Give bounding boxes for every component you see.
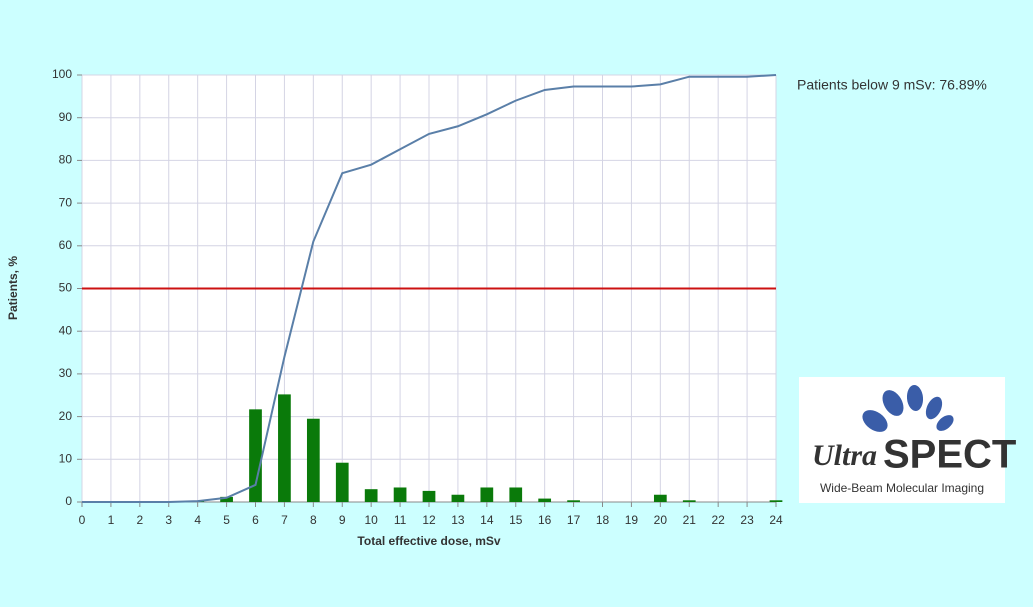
x-tick-label: 23 — [740, 513, 754, 527]
logo-box — [799, 377, 1005, 503]
x-tick-label: 4 — [194, 513, 201, 527]
x-tick-label: 2 — [136, 513, 143, 527]
bar — [769, 500, 783, 502]
y-axis-label: Patients, % — [6, 256, 20, 320]
x-tick-label: 5 — [223, 513, 230, 527]
x-tick-label: 7 — [281, 513, 288, 527]
x-tick-label: 14 — [480, 513, 494, 527]
x-tick-label: 11 — [394, 513, 407, 527]
x-tick-label: 0 — [79, 513, 86, 527]
y-tick-label: 40 — [59, 323, 73, 337]
bar — [364, 489, 378, 502]
y-tick-label: 20 — [59, 409, 73, 423]
y-tick-label: 60 — [59, 238, 73, 252]
x-tick-label: 10 — [364, 513, 378, 527]
x-tick-label: 20 — [654, 513, 668, 527]
x-tick-label: 6 — [252, 513, 259, 527]
x-tick-label: 8 — [310, 513, 317, 527]
x-tick-label: 19 — [625, 513, 639, 527]
logo-word2: SPECT — [883, 433, 1016, 477]
logo-ray — [906, 385, 924, 411]
x-tick-label: 3 — [165, 513, 172, 527]
bar — [567, 500, 580, 502]
y-tick-label: 50 — [59, 281, 73, 295]
x-tick-label: 18 — [596, 513, 610, 527]
x-tick-label: 15 — [509, 513, 523, 527]
bar — [393, 487, 407, 502]
y-tick-label: 30 — [59, 366, 73, 380]
y-tick-label: 80 — [59, 153, 73, 167]
logo: Ultra SPECT Wide-Beam Molecular Imaging — [799, 377, 1016, 503]
x-axis-label: Total effective dose, mSv — [357, 534, 500, 548]
y-tick-label: 90 — [59, 110, 73, 124]
bar — [451, 494, 465, 502]
bar — [249, 409, 262, 502]
x-tick-label: 12 — [422, 513, 436, 527]
bar — [220, 496, 233, 502]
x-tick-label: 16 — [538, 513, 552, 527]
x-tick-label: 21 — [683, 513, 697, 527]
bar — [653, 494, 667, 502]
x-tick-label: 9 — [339, 513, 346, 527]
logo-tagline: Wide-Beam Molecular Imaging — [820, 481, 984, 495]
logo-ray — [882, 390, 904, 416]
y-tick-label: 10 — [59, 451, 73, 465]
bar — [682, 500, 696, 502]
logo-ray — [925, 396, 943, 420]
logo-ray — [862, 410, 888, 432]
logo-word1: Ultra — [812, 439, 877, 472]
x-tick-label: 13 — [451, 513, 465, 527]
logo-rays — [862, 385, 954, 432]
annotation: Patients below 9 mSv: 76.89% — [797, 77, 987, 93]
x-tick-label: 24 — [769, 513, 783, 527]
line — [82, 74, 777, 503]
bar — [509, 487, 523, 502]
bar — [480, 487, 494, 502]
bar — [538, 498, 552, 502]
bar — [335, 462, 349, 502]
logo-ray — [936, 415, 954, 431]
y-tick-label: 0 — [65, 494, 72, 508]
y-tick-label: 100 — [52, 67, 72, 81]
bar — [306, 418, 320, 502]
bar — [278, 394, 291, 502]
x-tick-label: 22 — [711, 513, 725, 527]
y-tick-label: 70 — [59, 195, 73, 209]
bar — [422, 490, 436, 502]
x-tick-label: 1 — [108, 513, 115, 527]
x-tick-label: 17 — [567, 513, 581, 527]
